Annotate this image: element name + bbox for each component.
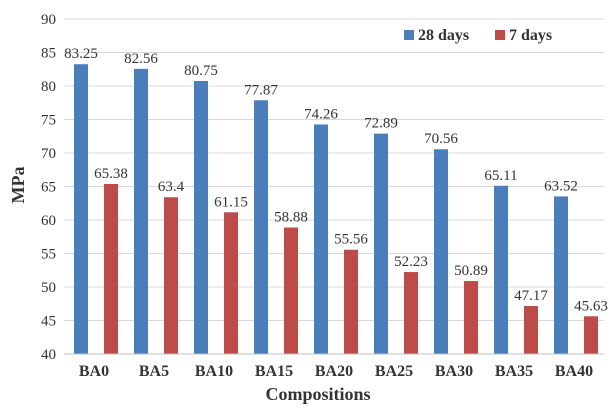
data-label: 45.63	[574, 298, 608, 314]
bar-28-days	[494, 185, 508, 354]
bar-7-days	[164, 197, 178, 354]
legend-label: 7 days	[509, 27, 552, 44]
y-tick-label: 80	[41, 79, 56, 95]
y-tick-label: 90	[41, 12, 56, 28]
bar-28-days	[434, 149, 448, 354]
y-tick-label: 40	[41, 347, 56, 363]
y-tick-label: 65	[41, 180, 56, 196]
data-label: 47.17	[514, 288, 548, 304]
data-label: 77.87	[244, 82, 278, 98]
y-tick-label: 75	[41, 113, 56, 129]
data-label: 72.89	[364, 116, 398, 132]
x-tick-label: BA40	[555, 363, 593, 380]
x-tick-label: BA25	[375, 363, 413, 380]
data-label: 52.23	[394, 254, 428, 270]
bar-7-days	[284, 227, 298, 354]
data-label: 58.88	[274, 210, 308, 226]
data-label: 74.26	[304, 106, 338, 122]
y-tick-label: 50	[41, 280, 56, 296]
data-label: 65.38	[94, 166, 128, 182]
y-axis-ticks: 40 45 50 55 60 65 70 75 80 85 90	[41, 12, 56, 363]
data-labels: 83.25 82.56 80.75 77.87 74.26 72.89 70.56 65.11…	[64, 46, 608, 314]
bar-7-days	[104, 183, 118, 354]
x-tick-label: BA15	[255, 363, 293, 380]
legend-swatch	[404, 30, 414, 40]
bar-7-days	[524, 305, 538, 354]
bar-7-days	[344, 249, 358, 354]
x-tick-label: BA5	[139, 363, 169, 380]
x-tick-label: BA35	[495, 363, 533, 380]
bars	[74, 64, 598, 355]
data-label: 83.25	[64, 46, 98, 62]
bar-28-days	[374, 133, 388, 354]
data-label: 82.56	[124, 51, 158, 67]
data-label: 63.52	[544, 178, 578, 194]
bar-28-days	[134, 68, 148, 355]
bar-28-days	[194, 80, 208, 354]
y-axis-title: MPa	[8, 167, 28, 204]
bar-28-days	[314, 124, 328, 354]
bar-28-days	[254, 100, 268, 354]
bar-28-days	[74, 64, 88, 354]
data-label: 65.11	[484, 168, 517, 184]
gridlines	[64, 18, 604, 321]
data-label: 61.15	[214, 194, 248, 210]
bar-7-days	[464, 281, 478, 354]
x-axis-ticks: BA0 BA5 BA10 BA15 BA20 BA25 BA30 BA35 BA40	[79, 363, 593, 380]
data-label: 70.56	[424, 131, 458, 147]
legend-label: 28 days	[418, 27, 469, 44]
y-tick-label: 60	[41, 213, 56, 229]
x-tick-label: BA10	[195, 363, 233, 380]
y-tick-label: 45	[41, 314, 56, 330]
data-label: 80.75	[184, 63, 218, 79]
y-tick-label: 85	[41, 46, 56, 62]
x-tick-label: BA20	[315, 363, 353, 380]
bar-28-days	[554, 196, 568, 354]
x-tick-label: BA30	[435, 363, 473, 380]
x-axis-title: Compositions	[265, 384, 370, 404]
x-tick-label: BA0	[79, 363, 109, 380]
data-label: 50.89	[454, 263, 488, 279]
bar-7-days	[404, 272, 418, 354]
data-label: 63.4	[158, 179, 185, 195]
data-label: 55.56	[334, 232, 368, 248]
bar-7-days	[584, 316, 598, 354]
bar-7-days	[224, 212, 238, 354]
y-tick-label: 55	[41, 247, 56, 263]
y-tick-label: 70	[41, 146, 56, 162]
legend: 28 days 7 days	[404, 27, 552, 44]
legend-swatch	[495, 30, 505, 40]
